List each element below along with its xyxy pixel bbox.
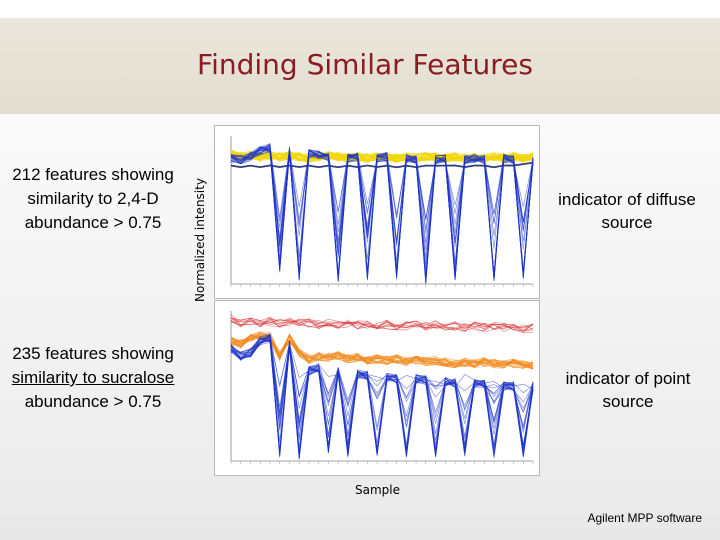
x-axis-label: Sample: [355, 483, 400, 497]
profile-line-blue: [230, 340, 534, 458]
profile-line-red: [230, 314, 534, 332]
top-profile-plot: [214, 125, 540, 299]
software-credit: Agilent MPP software: [587, 511, 703, 525]
profile-line-blue: [230, 336, 534, 458]
profile-line-blue: [230, 144, 534, 277]
profile-line-red: [230, 317, 534, 333]
title-band: [0, 18, 720, 114]
bottom-panel-description: 235 features showing similarity to sucra…: [8, 342, 178, 414]
bottom-description-underlined: similarity to sucralose: [11, 368, 175, 387]
diffuse-source-note: indicator of diffuse source: [558, 190, 696, 232]
profile-line-orange: [230, 335, 534, 368]
profile-line-orange: [230, 333, 534, 369]
slide-title: Finding Similar Features: [197, 48, 533, 81]
bottom-description-part-3: abundance > 0.75: [24, 392, 162, 411]
profile-line-orange: [230, 333, 534, 368]
profile-line-blue: [230, 147, 534, 279]
profile-line-blue: [230, 148, 534, 281]
profile-line-orange: [230, 333, 534, 369]
point-source-note: indicator of point source: [565, 369, 691, 411]
profile-line-red: [230, 317, 534, 332]
y-axis-label: Normalized intensity: [193, 178, 207, 302]
profile-line-navy: [230, 161, 534, 169]
slide-top-band: [0, 0, 720, 18]
profile-line-blue: [230, 143, 534, 280]
profile-line-red: [230, 319, 534, 331]
profile-line-blue: [230, 334, 534, 458]
bottom-profile-chart: [230, 311, 534, 464]
bottom-description-part-1: 235 features showing: [12, 344, 174, 363]
top-profile-chart: [230, 136, 534, 287]
profile-line-blue: [230, 146, 534, 280]
top-panel-description: 212 features showing similarity to 2,4-D…: [12, 165, 174, 232]
bottom-profile-plot: [214, 300, 540, 476]
